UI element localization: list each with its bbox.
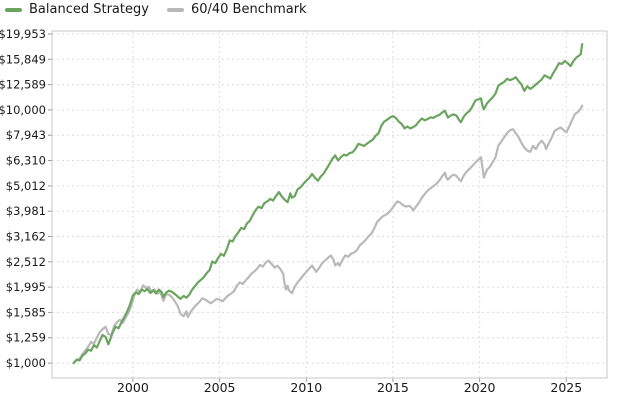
y-tick-label: $1,995 xyxy=(6,280,46,294)
y-tick-label: $3,162 xyxy=(6,230,46,244)
y-tick-label: $15,849 xyxy=(0,52,46,66)
x-tick-label: 2000 xyxy=(117,380,149,395)
y-tick-label: $10,000 xyxy=(0,103,46,117)
y-tick-label: $5,012 xyxy=(6,179,46,193)
legend-swatch-balanced-strategy xyxy=(5,8,22,12)
y-tick-label: $3,981 xyxy=(6,204,46,218)
legend-swatch-benchmark-60-40 xyxy=(166,8,184,12)
y-tick-label: $12,589 xyxy=(0,78,46,92)
y-tick-label: $6,310 xyxy=(6,154,46,168)
legend-label: Balanced Strategy xyxy=(29,2,149,17)
x-tick-label: 2015 xyxy=(377,380,409,395)
x-tick-label: 2005 xyxy=(204,380,236,395)
chart-legend: Balanced Strategy 60/40 Benchmark xyxy=(5,2,307,18)
series-line-benchmark-60-40 xyxy=(72,104,584,365)
x-tick-label: 2020 xyxy=(464,380,496,395)
plot-border xyxy=(51,30,608,379)
legend-label: 60/40 Benchmark xyxy=(190,2,307,17)
x-tick-label: 2025 xyxy=(550,380,582,395)
y-tick-label: $2,512 xyxy=(6,255,46,269)
y-tick-label: $7,943 xyxy=(6,128,46,142)
series-line-balanced-strategy xyxy=(72,42,584,365)
y-tick-label: $1,000 xyxy=(6,356,46,370)
x-tick-label: 2010 xyxy=(290,380,322,395)
legend-item-benchmark-60-40: 60/40 Benchmark xyxy=(166,2,307,18)
y-tick-label: $1,259 xyxy=(6,331,46,345)
y-tick-label: $1,585 xyxy=(6,305,46,319)
y-tick-label: $19,953 xyxy=(0,27,46,41)
legend-item-balanced-strategy: Balanced Strategy xyxy=(5,2,149,18)
